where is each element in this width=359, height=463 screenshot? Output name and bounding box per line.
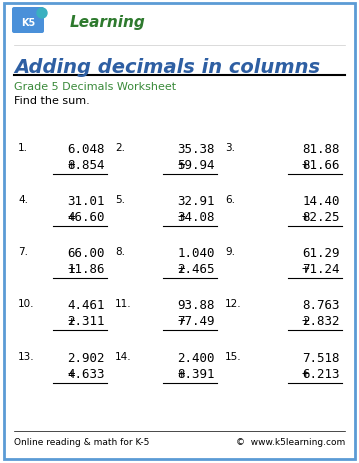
- Text: +: +: [67, 314, 75, 327]
- Text: +: +: [177, 211, 185, 224]
- Text: 59.94: 59.94: [177, 159, 215, 172]
- Text: 14.40: 14.40: [303, 194, 340, 207]
- Text: Online reading & math for K-5: Online reading & math for K-5: [14, 437, 149, 446]
- Text: 3.: 3.: [225, 143, 235, 153]
- Text: +: +: [67, 263, 75, 275]
- Text: 5.: 5.: [115, 194, 125, 205]
- Text: +: +: [177, 314, 185, 327]
- Text: 34.08: 34.08: [177, 211, 215, 224]
- Text: 66.00: 66.00: [67, 246, 105, 259]
- Text: 2.400: 2.400: [177, 351, 215, 364]
- Text: 2.832: 2.832: [303, 314, 340, 327]
- Text: 61.29: 61.29: [303, 246, 340, 259]
- Text: 4.: 4.: [18, 194, 28, 205]
- Text: 6.: 6.: [225, 194, 235, 205]
- Text: 15.: 15.: [225, 351, 242, 361]
- Text: 8.763: 8.763: [303, 298, 340, 311]
- Text: 8.854: 8.854: [67, 159, 105, 172]
- Text: +: +: [302, 367, 309, 380]
- Text: 82.25: 82.25: [303, 211, 340, 224]
- FancyBboxPatch shape: [4, 4, 355, 459]
- Text: 2.902: 2.902: [67, 351, 105, 364]
- Text: 77.49: 77.49: [177, 314, 215, 327]
- Text: 81.88: 81.88: [303, 143, 340, 156]
- Text: 31.01: 31.01: [67, 194, 105, 207]
- Text: 12.: 12.: [225, 298, 242, 308]
- Text: 11.86: 11.86: [67, 263, 105, 275]
- FancyBboxPatch shape: [12, 8, 44, 34]
- Text: 7.: 7.: [18, 246, 28, 257]
- Text: +: +: [177, 159, 185, 172]
- Text: 10.: 10.: [18, 298, 34, 308]
- Text: +: +: [302, 263, 309, 275]
- Text: 4.461: 4.461: [67, 298, 105, 311]
- Text: ©  www.k5learning.com: © www.k5learning.com: [236, 437, 345, 446]
- Circle shape: [37, 9, 47, 19]
- Text: K5: K5: [21, 18, 35, 28]
- Text: 35.38: 35.38: [177, 143, 215, 156]
- Text: 8.391: 8.391: [177, 367, 215, 380]
- Text: 93.88: 93.88: [177, 298, 215, 311]
- Text: Adding decimals in columns: Adding decimals in columns: [14, 58, 320, 77]
- Text: 11.: 11.: [115, 298, 132, 308]
- Text: 1.: 1.: [18, 143, 28, 153]
- Text: 9.: 9.: [225, 246, 235, 257]
- Text: 14.: 14.: [115, 351, 132, 361]
- Text: 2.: 2.: [115, 143, 125, 153]
- Text: 71.24: 71.24: [303, 263, 340, 275]
- Text: +: +: [67, 211, 75, 224]
- Text: +: +: [67, 159, 75, 172]
- Text: 2.311: 2.311: [67, 314, 105, 327]
- Text: 6.048: 6.048: [67, 143, 105, 156]
- Text: 6.213: 6.213: [303, 367, 340, 380]
- Text: 8.: 8.: [115, 246, 125, 257]
- Text: 7.518: 7.518: [303, 351, 340, 364]
- Text: Grade 5 Decimals Worksheet: Grade 5 Decimals Worksheet: [14, 82, 176, 92]
- Text: 81.66: 81.66: [303, 159, 340, 172]
- Text: +: +: [177, 263, 185, 275]
- Text: 46.60: 46.60: [67, 211, 105, 224]
- Text: 4.633: 4.633: [67, 367, 105, 380]
- Text: 1.040: 1.040: [177, 246, 215, 259]
- Text: 32.91: 32.91: [177, 194, 215, 207]
- Text: Learning: Learning: [70, 15, 146, 30]
- Text: +: +: [302, 314, 309, 327]
- Text: +: +: [67, 367, 75, 380]
- Text: 2.465: 2.465: [177, 263, 215, 275]
- Text: 13.: 13.: [18, 351, 34, 361]
- Text: Find the sum.: Find the sum.: [14, 96, 90, 106]
- Text: +: +: [302, 159, 309, 172]
- Text: +: +: [177, 367, 185, 380]
- Text: +: +: [302, 211, 309, 224]
